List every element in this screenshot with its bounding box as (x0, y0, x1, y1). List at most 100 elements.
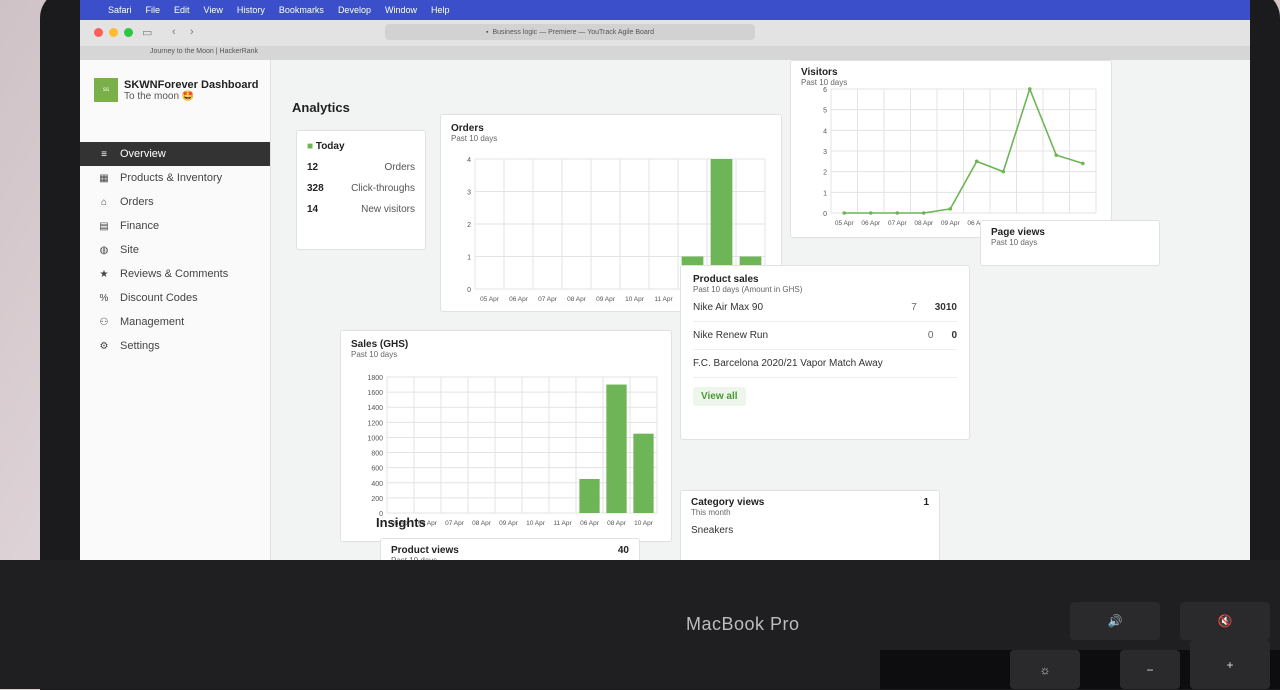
sidebar-item-overview[interactable]: ≡ Overview (80, 142, 270, 166)
product-sales-card: Product sales Past 10 days (Amount in GH… (680, 265, 970, 440)
sidebar-item-site[interactable]: ◍ Site (80, 238, 270, 262)
sidebar-item-label: Discount Codes (120, 292, 198, 304)
y-tick-label: 400 (371, 481, 383, 488)
laptop-brand-label: MacBook Pro (686, 614, 800, 634)
data-point (1001, 169, 1006, 174)
browser-tab[interactable]: Journey to the Moon | HackerRank (150, 48, 259, 55)
product-sales-row[interactable]: Nike Renew Run 0 0 (693, 322, 957, 350)
product-name: Nike Air Max 90 (693, 302, 764, 313)
data-point (1054, 153, 1059, 157)
minus-key[interactable]: − (1120, 650, 1180, 689)
menu-item-window[interactable]: Window (384, 5, 417, 15)
data-point (868, 211, 873, 215)
main-content: Analytics ■ Today 12 Orders 328 Click-throu… (280, 60, 1250, 560)
menu-item-develop[interactable]: Develop (337, 5, 371, 15)
today-row: 328 Click-throughs (307, 183, 415, 194)
product-name: Nike Renew Run (693, 330, 769, 341)
product-amount: 0 (951, 330, 957, 341)
mute-icon[interactable]: 🔇 (1180, 602, 1270, 640)
x-tick-label: 08 Apr (472, 520, 492, 527)
y-tick-label: 3 (823, 149, 827, 156)
globe-icon: ◍ (99, 244, 109, 256)
sidebar-item-label: Settings (120, 340, 160, 352)
laptop-screen: Safari File Edit View History Bookmarks Develo… (80, 0, 1250, 560)
gear-icon: ⚙ (99, 340, 109, 352)
volume-icon[interactable]: 🔊 (1070, 602, 1160, 640)
sales-card: Sales (GHS) Past 10 days 0 200 400 600 800 10… (340, 330, 672, 542)
brand-title: SKWNForever Dashboard (124, 78, 259, 91)
product-sales-row[interactable]: F.C. Barcelona 2020/21 Vapor Match Away (693, 350, 957, 378)
x-tick-label: 08 Apr (567, 296, 587, 303)
menu-icon: ≡ (101, 148, 107, 160)
product-views-title: Product views (391, 545, 459, 556)
minimize-window-button[interactable] (109, 28, 118, 37)
x-tick-label: 07 Apr (445, 520, 465, 527)
product-sales-title: Product sales (693, 274, 759, 285)
y-tick-label: 6 (823, 87, 827, 94)
sidebar-item-label: Reviews & Comments (120, 268, 229, 280)
sidebar-item-settings[interactable]: ⚙ Settings (80, 334, 270, 358)
product-qty: 0 (927, 330, 934, 341)
data-point (842, 211, 847, 215)
brand-subtitle: To the moon 🤩 (124, 90, 195, 102)
close-window-button[interactable] (94, 28, 103, 37)
product-views-count: 40 (617, 545, 629, 556)
brightness-icon[interactable]: ☼ (1010, 650, 1080, 689)
forward-icon[interactable]: › (190, 26, 194, 38)
data-point (948, 207, 953, 211)
visitors-chart-subtitle: Past 10 days (801, 78, 848, 87)
menu-item-view[interactable]: View (203, 5, 223, 15)
menu-item-safari[interactable]: Safari (108, 5, 132, 15)
browser-toolbar: ▭ ‹ › ▪ Business logic — Premiere — YouT… (80, 20, 1250, 47)
today-label: Click-throughs (351, 183, 415, 194)
series-line (844, 86, 1083, 214)
calendar-icon: ■ (307, 141, 314, 152)
x-tick-label: 06 Apr (580, 520, 600, 527)
bar (710, 159, 733, 289)
y-tick-label: 4 (823, 128, 827, 135)
today-label: Orders (384, 162, 415, 173)
product-sales-row[interactable]: Nike Air Max 90 7 3010 (693, 294, 957, 322)
today-row: 12 Orders (307, 162, 415, 173)
percent-icon: % (99, 292, 109, 304)
address-bar[interactable]: ▪ Business logic — Premiere — YouTrack A… (385, 24, 755, 40)
today-row: 14 New visitors (307, 204, 415, 215)
today-value: 328 (307, 183, 324, 194)
y-tick-label: 1800 (367, 375, 383, 382)
today-label: New visitors (361, 204, 415, 215)
menu-item-file[interactable]: File (145, 5, 161, 15)
y-tick-label: 4 (467, 157, 471, 164)
menu-item-help[interactable]: Help (430, 5, 450, 15)
back-icon[interactable]: ‹ (172, 26, 176, 38)
sidebar: ss SKWNForever Dashboard To the moon 🤩 ≡… (80, 60, 271, 560)
y-tick-label: 0 (823, 211, 827, 218)
sidebar-item-reviews-comments[interactable]: ★ Reviews & Comments (80, 262, 270, 286)
x-tick-label: 06 Apr (967, 220, 987, 227)
menu-item-edit[interactable]: Edit (174, 5, 190, 15)
x-tick-label: 09 Apr (499, 520, 519, 527)
sidebar-item-management[interactable]: ⚇ Management (80, 310, 270, 334)
x-tick-label: 07 Apr (538, 296, 558, 303)
data-point (1027, 87, 1032, 91)
sidebar-item-discount-codes[interactable]: % Discount Codes (80, 286, 270, 310)
menu-item-history[interactable]: History (236, 5, 265, 15)
x-tick-label: 08 Apr (914, 220, 934, 227)
sidebar-toggle-icon[interactable]: ▭ (142, 27, 153, 39)
page-views-title: Page views (991, 227, 1045, 238)
menu-item-bookmarks[interactable]: Bookmarks (278, 5, 324, 15)
sidebar-item-products-inventory[interactable]: ▦ Products & Inventory (80, 166, 270, 190)
plus-key[interactable]: + (1190, 640, 1270, 689)
bar (579, 479, 600, 513)
insights-heading: Insights (376, 515, 426, 530)
y-tick-label: 1400 (367, 405, 383, 412)
x-tick-label: 07 Apr (888, 220, 908, 227)
zoom-window-button[interactable] (124, 28, 133, 37)
x-tick-label: 06 Apr (509, 296, 529, 303)
sidebar-item-orders[interactable]: ⌂ Orders (80, 190, 270, 214)
category-views-subtitle: This month (691, 508, 731, 517)
view-all-button[interactable]: View all (693, 387, 746, 406)
brand-logo: ss (94, 78, 118, 102)
sidebar-item-finance[interactable]: ▤ Finance (80, 214, 270, 238)
bar (633, 433, 654, 513)
category-views-title: Category views (691, 497, 765, 508)
